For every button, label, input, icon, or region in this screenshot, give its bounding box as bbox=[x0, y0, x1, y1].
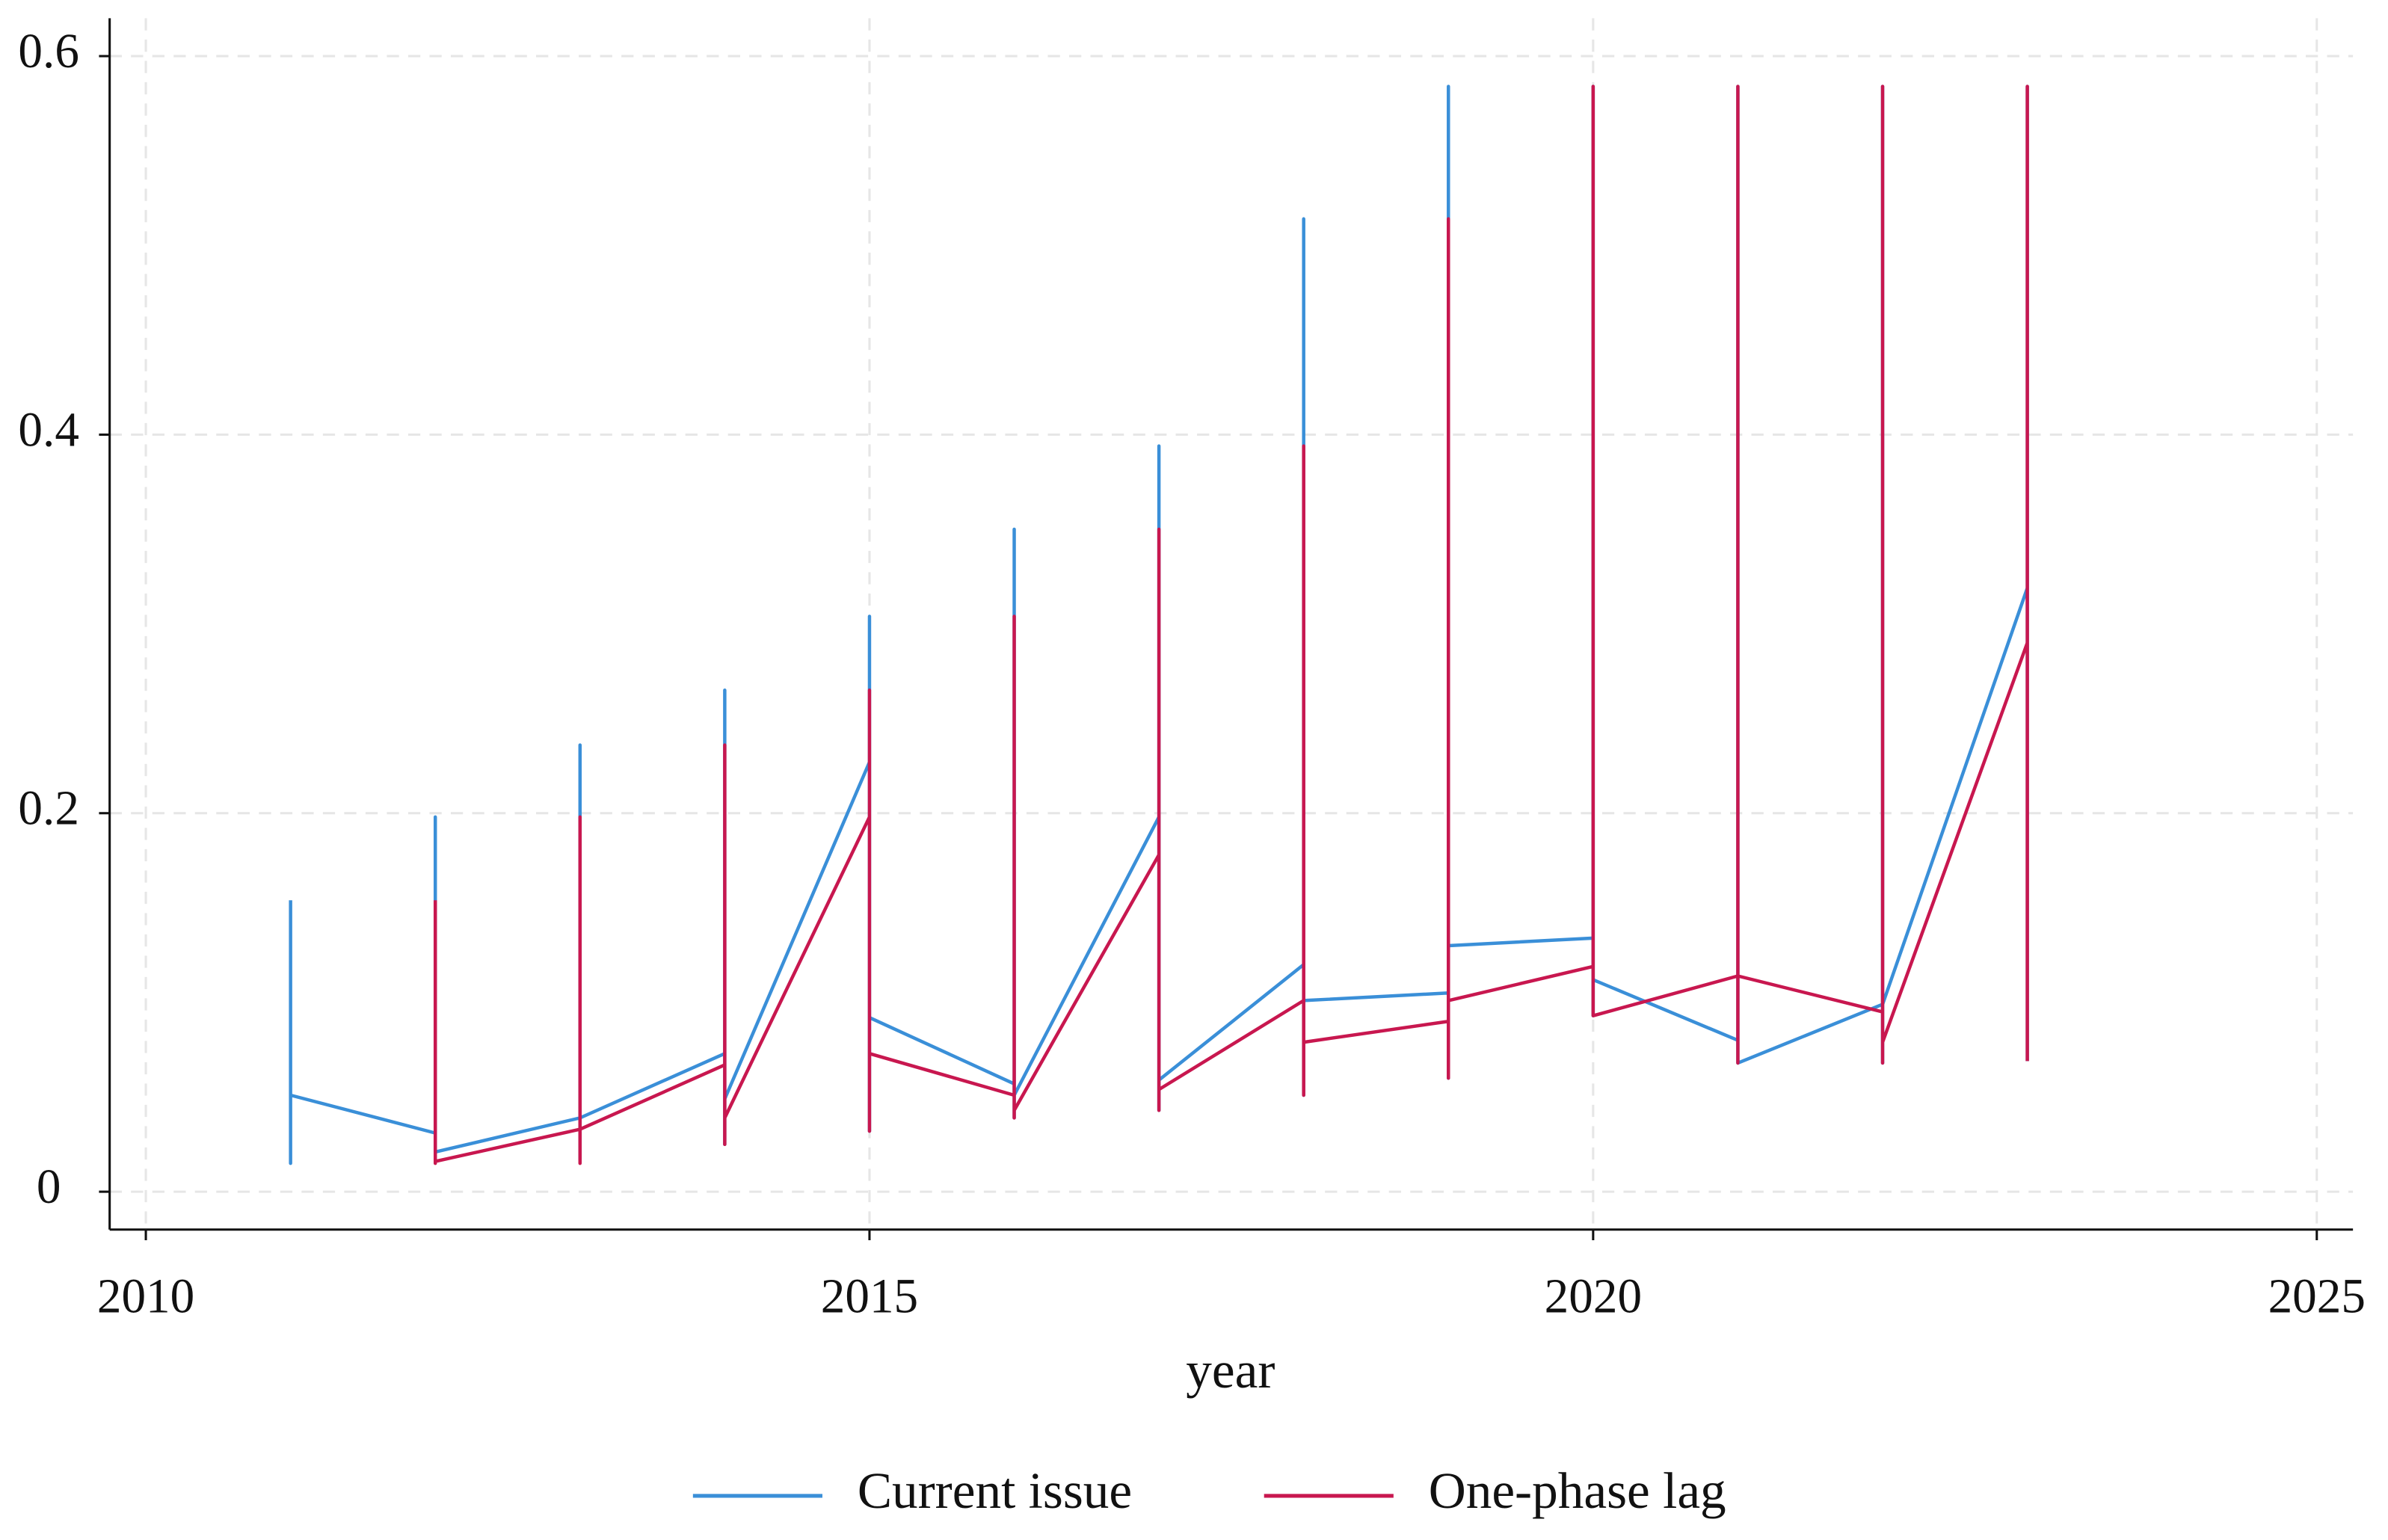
y-tick-label: 0 bbox=[37, 1160, 61, 1214]
x-tick-label: 2020 bbox=[1545, 1269, 1642, 1323]
legend-label: One-phase lag bbox=[1429, 1462, 1726, 1519]
x-tick-label: 2010 bbox=[97, 1269, 194, 1323]
y-tick-label: 0.4 bbox=[18, 403, 79, 457]
series-line bbox=[433, 84, 2029, 1165]
x-axis-label: year bbox=[1186, 1341, 1275, 1399]
legend-label: Current issue bbox=[858, 1462, 1132, 1519]
y-tick-label: 0.6 bbox=[18, 25, 79, 78]
x-tick-label: 2015 bbox=[821, 1269, 918, 1323]
x-tick-label: 2025 bbox=[2268, 1269, 2366, 1323]
y-tick-label: 0.2 bbox=[18, 782, 79, 836]
